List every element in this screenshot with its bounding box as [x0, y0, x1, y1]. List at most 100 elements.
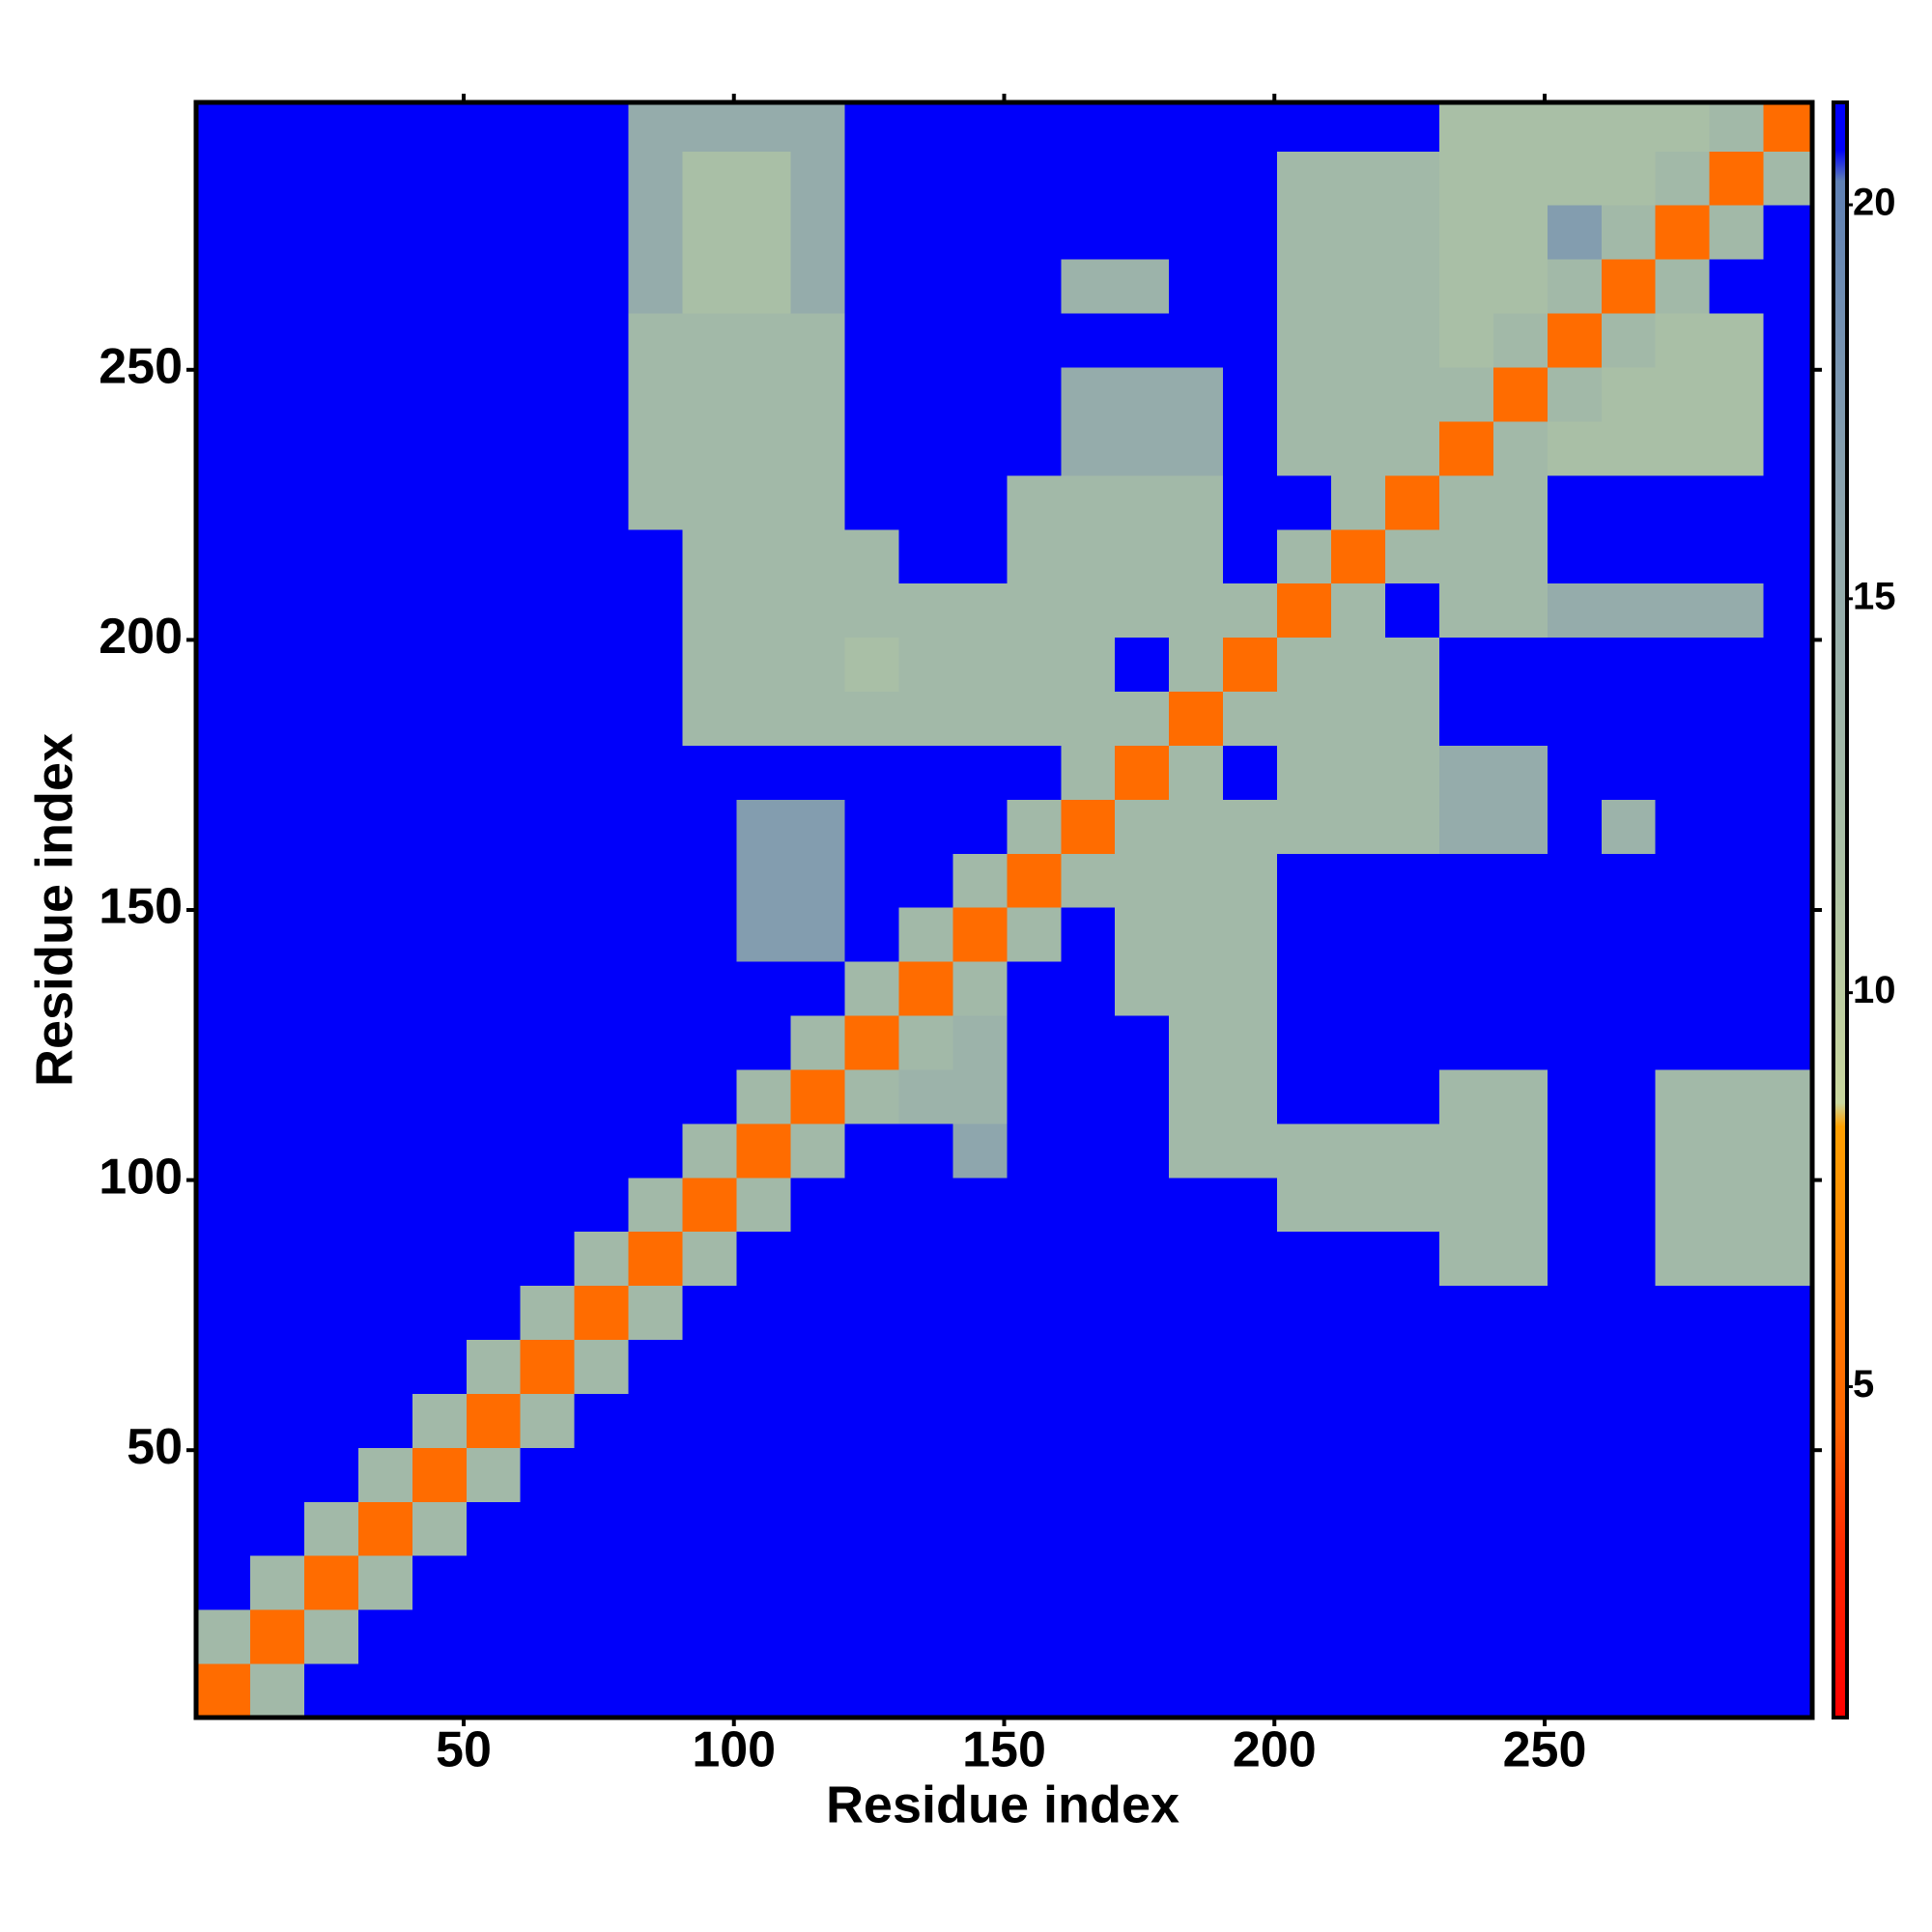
heatmap-cell — [1223, 1015, 1278, 1070]
heatmap-cell — [844, 1285, 899, 1341]
heatmap-cell — [682, 205, 738, 260]
heatmap-cell — [736, 1501, 791, 1556]
heatmap-cell — [412, 1339, 468, 1394]
heatmap-cell — [628, 1447, 684, 1502]
heatmap-cell — [1384, 745, 1440, 800]
heatmap-cell — [736, 367, 791, 422]
heatmap-cell — [1438, 1122, 1494, 1179]
heatmap-cell — [736, 799, 791, 854]
heatmap-cell — [682, 1501, 738, 1556]
heatmap-cell — [1655, 1609, 1711, 1664]
heatmap-cell — [1709, 1447, 1765, 1502]
heatmap-cell — [196, 1177, 251, 1233]
heatmap-cell — [1331, 1501, 1386, 1556]
heatmap-cell — [1331, 259, 1386, 314]
heatmap-cell — [303, 1447, 359, 1502]
heatmap-cell — [682, 1068, 738, 1124]
heatmap-cell — [1061, 1609, 1116, 1664]
heatmap-cell — [1277, 151, 1332, 206]
heatmap-cell — [574, 691, 630, 746]
heatmap-cell — [736, 1285, 791, 1341]
heatmap-cell — [1601, 853, 1657, 908]
heatmap-cell — [303, 1285, 359, 1341]
heatmap-cell — [628, 1015, 684, 1070]
heatmap-cell — [303, 1339, 359, 1394]
heatmap-cell — [1655, 151, 1711, 206]
heatmap-cell — [466, 1393, 522, 1448]
heatmap-cell — [898, 853, 953, 908]
heatmap-cell — [682, 1393, 738, 1448]
heatmap-cell — [466, 367, 522, 422]
heatmap-cell — [898, 907, 953, 962]
heatmap-cell — [1331, 151, 1386, 206]
heatmap-cell — [1331, 1015, 1386, 1070]
heatmap-cell — [898, 582, 953, 639]
heatmap-cell — [952, 1285, 1008, 1341]
heatmap-cell — [249, 367, 305, 422]
heatmap-cell — [1384, 853, 1440, 908]
heatmap-cell — [412, 1068, 468, 1124]
heatmap-cell — [357, 961, 413, 1016]
heatmap-cell — [952, 691, 1008, 746]
heatmap-cell — [1061, 1663, 1116, 1719]
heatmap-cell — [1061, 528, 1116, 584]
heatmap-cell — [1763, 1015, 1813, 1070]
heatmap-cell — [790, 961, 845, 1016]
heatmap-cell — [1655, 853, 1711, 908]
heatmap-cell — [196, 1339, 251, 1394]
heatmap-cell — [1277, 1393, 1332, 1448]
heatmap-cell — [1277, 1555, 1332, 1610]
heatmap-cell — [1763, 1177, 1813, 1233]
heatmap-cell — [574, 1555, 630, 1610]
heatmap-cell — [574, 205, 630, 260]
heatmap-cell — [1061, 637, 1116, 693]
heatmap-cell — [1331, 1663, 1386, 1719]
heatmap-cell — [1331, 420, 1386, 476]
heatmap-cell — [574, 1177, 630, 1233]
heatmap-cell — [1655, 745, 1711, 800]
heatmap-cell — [1169, 1339, 1224, 1394]
heatmap-cell — [1492, 205, 1548, 260]
heatmap-cell — [1277, 1339, 1332, 1394]
heatmap-cell — [844, 1447, 899, 1502]
heatmap-cell — [1655, 961, 1711, 1016]
heatmap-cell — [790, 1177, 845, 1233]
heatmap-cell — [1601, 1285, 1657, 1341]
heatmap-cell — [898, 313, 953, 368]
heatmap-cell — [249, 1339, 305, 1394]
heatmap-cell — [1763, 1285, 1813, 1341]
heatmap-cell — [196, 528, 251, 584]
heatmap-cell — [1547, 1501, 1603, 1556]
heatmap-cell — [1438, 907, 1494, 962]
heatmap-cell — [898, 1068, 953, 1124]
heatmap-cell — [466, 961, 522, 1016]
heatmap-cell — [1007, 1393, 1062, 1448]
heatmap-cell — [628, 1177, 684, 1233]
heatmap-cell — [574, 1339, 630, 1394]
heatmap-cell — [682, 367, 738, 422]
heatmap-cell — [1492, 1285, 1548, 1341]
heatmap-cell — [1655, 582, 1711, 639]
heatmap-cell — [628, 205, 684, 260]
heatmap-cell — [303, 102, 359, 152]
heatmap-cell — [1547, 1663, 1603, 1719]
heatmap-cell — [1223, 151, 1278, 206]
heatmap-cell — [1655, 1177, 1711, 1233]
heatmap-cell — [628, 1068, 684, 1124]
heatmap-cell — [952, 259, 1008, 314]
heatmap-cell — [844, 1068, 899, 1124]
heatmap-cell — [1277, 1609, 1332, 1664]
heatmap-cell — [844, 907, 899, 962]
heatmap-cell — [628, 582, 684, 639]
heatmap-cell — [1169, 1663, 1224, 1719]
heatmap-cell — [628, 102, 684, 152]
heatmap-cell — [196, 637, 251, 693]
heatmap-cell — [303, 853, 359, 908]
heatmap-cell — [520, 367, 576, 422]
heatmap-cell — [682, 582, 738, 639]
heatmap-cell — [357, 313, 413, 368]
heatmap-cell — [1331, 1122, 1386, 1179]
heatmap-cell — [574, 1015, 630, 1070]
heatmap-cell — [1547, 691, 1603, 746]
